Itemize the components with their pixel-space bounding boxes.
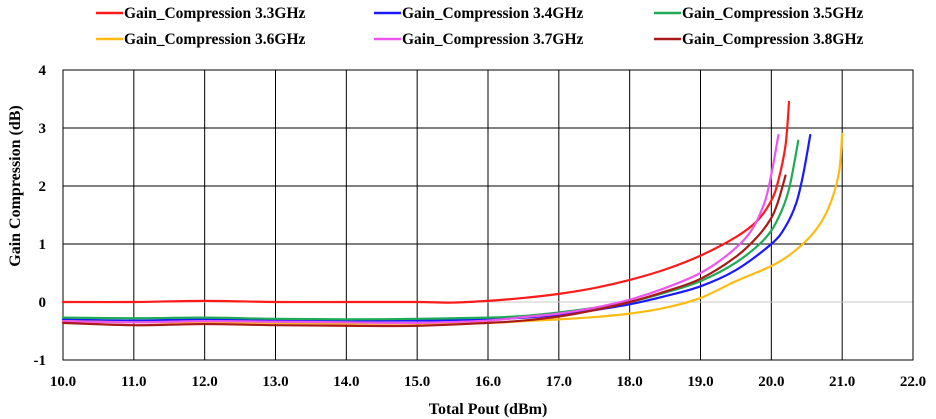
series-line-5	[61, 133, 780, 325]
series-line-2	[61, 133, 812, 322]
y-tick-label: 4	[39, 63, 47, 79]
y-tick-label: 0	[39, 295, 47, 311]
x-tick-label: 15.0	[404, 374, 430, 390]
x-tick-label: 12.0	[192, 374, 218, 390]
y-axis-title: Gain Compression (dB)	[7, 105, 24, 267]
x-tick-label: 19.0	[687, 374, 713, 390]
x-tick-label: 14.0	[333, 374, 359, 390]
legend-label-4: Gain_Compression 3.6GHz	[124, 31, 306, 48]
legend: Gain_Compression 3.3GHz Gain_Compression …	[96, 5, 864, 48]
x-tick-label: 20.0	[758, 374, 784, 390]
y-tick-label: 2	[39, 179, 47, 195]
y-axis-ticks: -1 0 1 2 3 4	[34, 63, 47, 369]
x-tick-label: 21.0	[829, 374, 855, 390]
y-tick-label: 1	[39, 237, 47, 253]
x-tick-label: 13.0	[262, 374, 288, 390]
x-axis-ticks: 10.0 11.0 12.0 13.0 14.0 15.0 16.0 17.0 18.0 19.0…	[50, 374, 926, 390]
x-axis-title: Total Pout (dBm)	[429, 401, 548, 418]
x-tick-label: 10.0	[50, 374, 76, 390]
legend-label-1: Gain_Compression 3.3GHz	[124, 5, 306, 22]
series-line-1	[61, 100, 791, 304]
series-line-3	[61, 139, 800, 321]
legend-label-2: Gain_Compression 3.4GHz	[402, 5, 584, 22]
x-tick-label: 22.0	[900, 374, 926, 390]
series-line-4	[61, 132, 844, 325]
series-line-6	[61, 174, 787, 328]
x-tick-label: 11.0	[121, 374, 146, 390]
y-tick-label: 3	[39, 121, 47, 137]
y-tick-label: -1	[34, 353, 47, 369]
plot-border	[62, 69, 914, 361]
legend-label-5: Gain_Compression 3.7GHz	[402, 31, 584, 48]
legend-label-3: Gain_Compression 3.5GHz	[682, 5, 864, 22]
x-tick-label: 18.0	[617, 374, 643, 390]
plot-area	[61, 69, 914, 361]
legend-label-6: Gain_Compression 3.8GHz	[682, 31, 864, 48]
x-tick-label: 17.0	[546, 374, 572, 390]
x-tick-label: 16.0	[475, 374, 501, 390]
